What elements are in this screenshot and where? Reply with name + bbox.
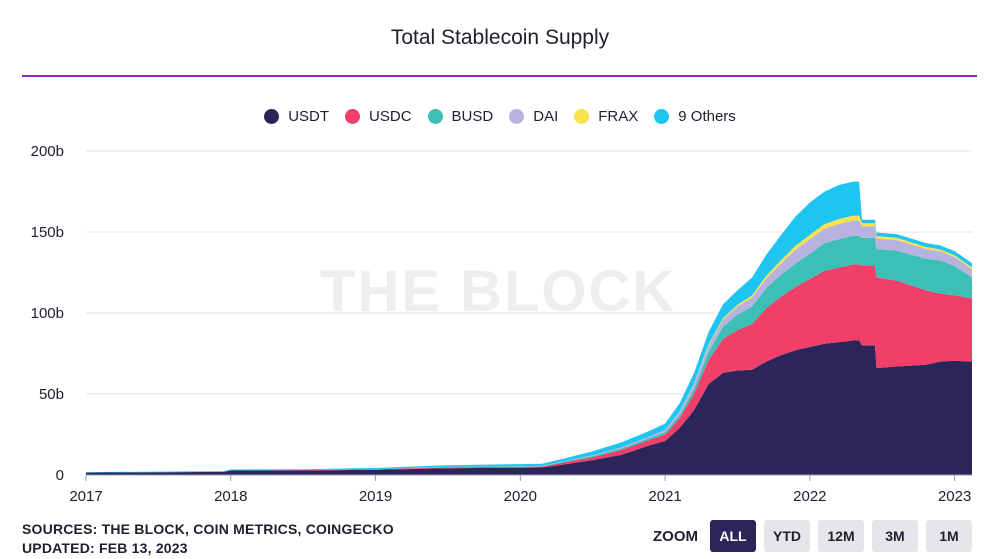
zoom-label: ZOOM: [653, 527, 698, 545]
sources-text: SOURCES: THE BLOCK, COIN METRICS, COINGE…: [22, 521, 394, 537]
area-series-dai: [86, 220, 972, 473]
zoom-button-ytd[interactable]: YTD: [764, 520, 810, 552]
legend-item-dai[interactable]: DAI: [509, 108, 558, 125]
sources-footer: SOURCES: THE BLOCK, COIN METRICS, COINGE…: [22, 520, 394, 558]
legend-item-busd[interactable]: BUSD: [427, 107, 494, 125]
x-tick-label: 2019: [359, 488, 392, 505]
legend-item-usdt[interactable]: USDT: [264, 108, 329, 125]
area-series-usdc: [86, 264, 972, 473]
x-tick-label: 2020: [504, 488, 537, 505]
legend-swatch: [264, 108, 280, 124]
legend-label: BUSD: [451, 107, 494, 125]
legend-item-frax[interactable]: FRAX: [574, 108, 638, 125]
area-series-usdt: [86, 340, 972, 475]
zoom-button-all[interactable]: ALL: [710, 520, 756, 552]
zoom-button-3m[interactable]: 3M: [872, 520, 918, 552]
chart-title: Total Stablecoin Supply: [390, 26, 610, 49]
x-tick-label: 2018: [214, 488, 247, 505]
y-tick-label: 150b: [31, 224, 64, 241]
legend-label: USDC: [369, 107, 412, 125]
zoom-button-1m[interactable]: 1M: [926, 520, 972, 552]
chart-legend: USDT USDC BUSD DAI FRAX 9 Others: [0, 105, 1000, 127]
legend-swatch: [427, 108, 443, 124]
y-tick-label: 100b: [31, 305, 64, 322]
legend-swatch: [509, 108, 525, 124]
area-series-busd: [86, 235, 972, 473]
legend-swatch: [654, 108, 670, 124]
legend-label: 9 Others: [678, 107, 736, 125]
y-tick-label: 0: [56, 467, 64, 484]
title-divider: [22, 75, 977, 77]
x-tick-label: 2023: [938, 488, 971, 505]
legend-label: DAI: [533, 107, 559, 125]
x-tick-label: 2021: [648, 488, 681, 505]
legend-item-9-others[interactable]: 9 Others: [654, 108, 736, 125]
x-tick-label: 2017: [69, 488, 102, 505]
zoom-controls: ZOOM ALL YTD 12M 3M 1M: [653, 520, 972, 552]
legend-item-usdc[interactable]: USDC: [345, 108, 412, 125]
zoom-button-12m[interactable]: 12M: [818, 520, 864, 552]
y-tick-label: 50b: [39, 386, 64, 403]
updated-text: UPDATED: FEB 13, 2023: [22, 540, 188, 556]
legend-label: USDT: [288, 107, 330, 125]
legend-swatch: [574, 108, 590, 124]
y-tick-label: 200b: [31, 143, 64, 160]
legend-label: FRAX: [598, 107, 639, 125]
legend-swatch: [345, 108, 361, 124]
x-tick-label: 2022: [793, 488, 826, 505]
stacked-area-chart: 0 50b 100b 150b 200b 2017 2018 2019 2020 2021 2022…: [31, 143, 972, 505]
